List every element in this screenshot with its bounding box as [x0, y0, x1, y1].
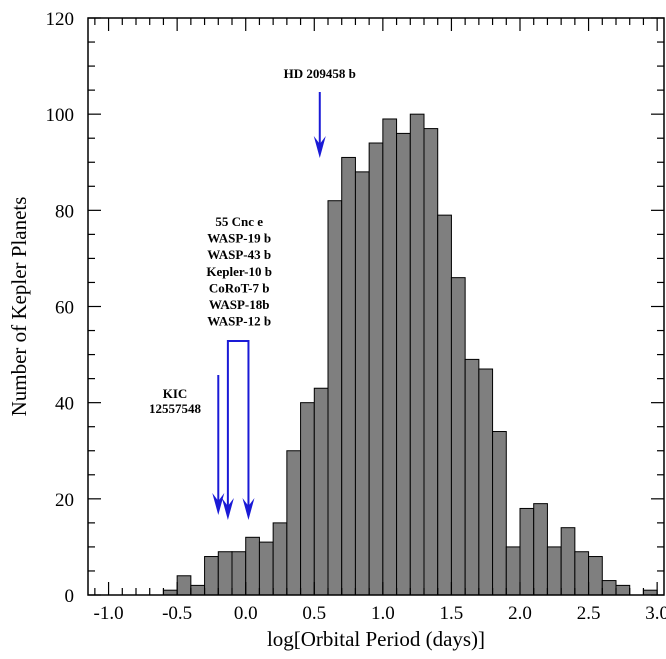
plot-frame [87, 17, 665, 596]
histogram-bar [409, 113, 425, 596]
y-tick-label: 60 [55, 298, 74, 319]
histogram-bar [300, 402, 315, 596]
histogram-bar [245, 536, 260, 596]
tick-labels-group: -1.0 -0.5 0.0 0.5 1.0 1.5 2.0 2.5 3.0 0 20 40 60 80 10… [46, 9, 666, 624]
histogram-bar [217, 551, 233, 596]
annotation-label: HD 209458 b [284, 66, 356, 81]
ticks-group [88, 17, 664, 596]
x-tick-label: 0.0 [234, 603, 258, 624]
y-tick-label: 120 [46, 9, 75, 30]
arrow-head [242, 498, 255, 520]
histogram-bar [341, 156, 356, 596]
histogram-bar [588, 556, 603, 596]
annotation-label: 12557548 [149, 401, 202, 416]
annotation-label: WASP-19 b [207, 231, 271, 246]
arrow-head [212, 493, 225, 515]
histogram-bar [327, 200, 343, 596]
histogram-bar [272, 522, 288, 596]
annotation-label: WASP-18b [209, 297, 270, 312]
histogram-bar [258, 541, 274, 596]
bars-group [162, 113, 658, 596]
histogram-bar [478, 368, 494, 596]
x-tick-label: 0.5 [302, 603, 326, 624]
x-tick-label: -1.0 [94, 603, 124, 624]
annotation-label: WASP-12 b [207, 314, 271, 329]
annotation-label: 55 Cnc e [215, 214, 263, 229]
x-tick-label: 2.5 [577, 603, 601, 624]
y-tick-label: 100 [46, 105, 75, 126]
x-axis-title: log[Orbital Period (days)] [267, 627, 485, 651]
histogram-bar [615, 584, 631, 596]
histogram-bar [204, 556, 219, 596]
histogram-bar [450, 277, 466, 596]
histogram-bar [231, 551, 247, 596]
histogram-bar [368, 142, 384, 596]
y-tick-label: 20 [55, 490, 74, 511]
x-tick-label: 1.5 [440, 603, 464, 624]
histogram-bar [560, 527, 576, 596]
annotation-label: KIC [163, 386, 188, 401]
histogram-bar [464, 358, 480, 596]
histogram-bar [382, 118, 398, 596]
y-axis-title: Number of Kepler Planets [7, 197, 31, 417]
y-tick-label: 80 [55, 201, 74, 222]
annotation-label: Kepler-10 b [206, 264, 272, 279]
histogram-bar [313, 387, 329, 596]
histogram-bar [437, 214, 452, 596]
histogram-bar [601, 580, 617, 596]
histogram-bar [533, 503, 548, 596]
bracket-line [226, 340, 250, 510]
arrow-head [221, 498, 234, 520]
x-tick-label: 1.0 [371, 603, 395, 624]
histogram-bar [354, 171, 370, 596]
y-tick-label: 0 [65, 586, 75, 607]
x-tick-label: 2.0 [508, 603, 532, 624]
x-tick-label: 3.0 [645, 603, 666, 624]
histogram-bar [574, 551, 590, 596]
histogram-bar [519, 507, 535, 596]
annotation-label: CoRoT-7 b [209, 280, 270, 295]
histogram-bar [423, 128, 439, 596]
histogram-bar [190, 584, 206, 596]
histogram-bar [286, 450, 302, 596]
histogram-bar [396, 132, 411, 596]
histogram-bar [546, 546, 562, 596]
histogram-bar [492, 431, 507, 596]
arrow-head [313, 136, 326, 158]
y-tick-label: 40 [55, 394, 74, 415]
histogram-bar [505, 546, 521, 596]
histogram-bar [176, 575, 192, 596]
annotation-label: WASP-43 b [207, 247, 271, 262]
x-tick-label: -0.5 [162, 603, 192, 624]
